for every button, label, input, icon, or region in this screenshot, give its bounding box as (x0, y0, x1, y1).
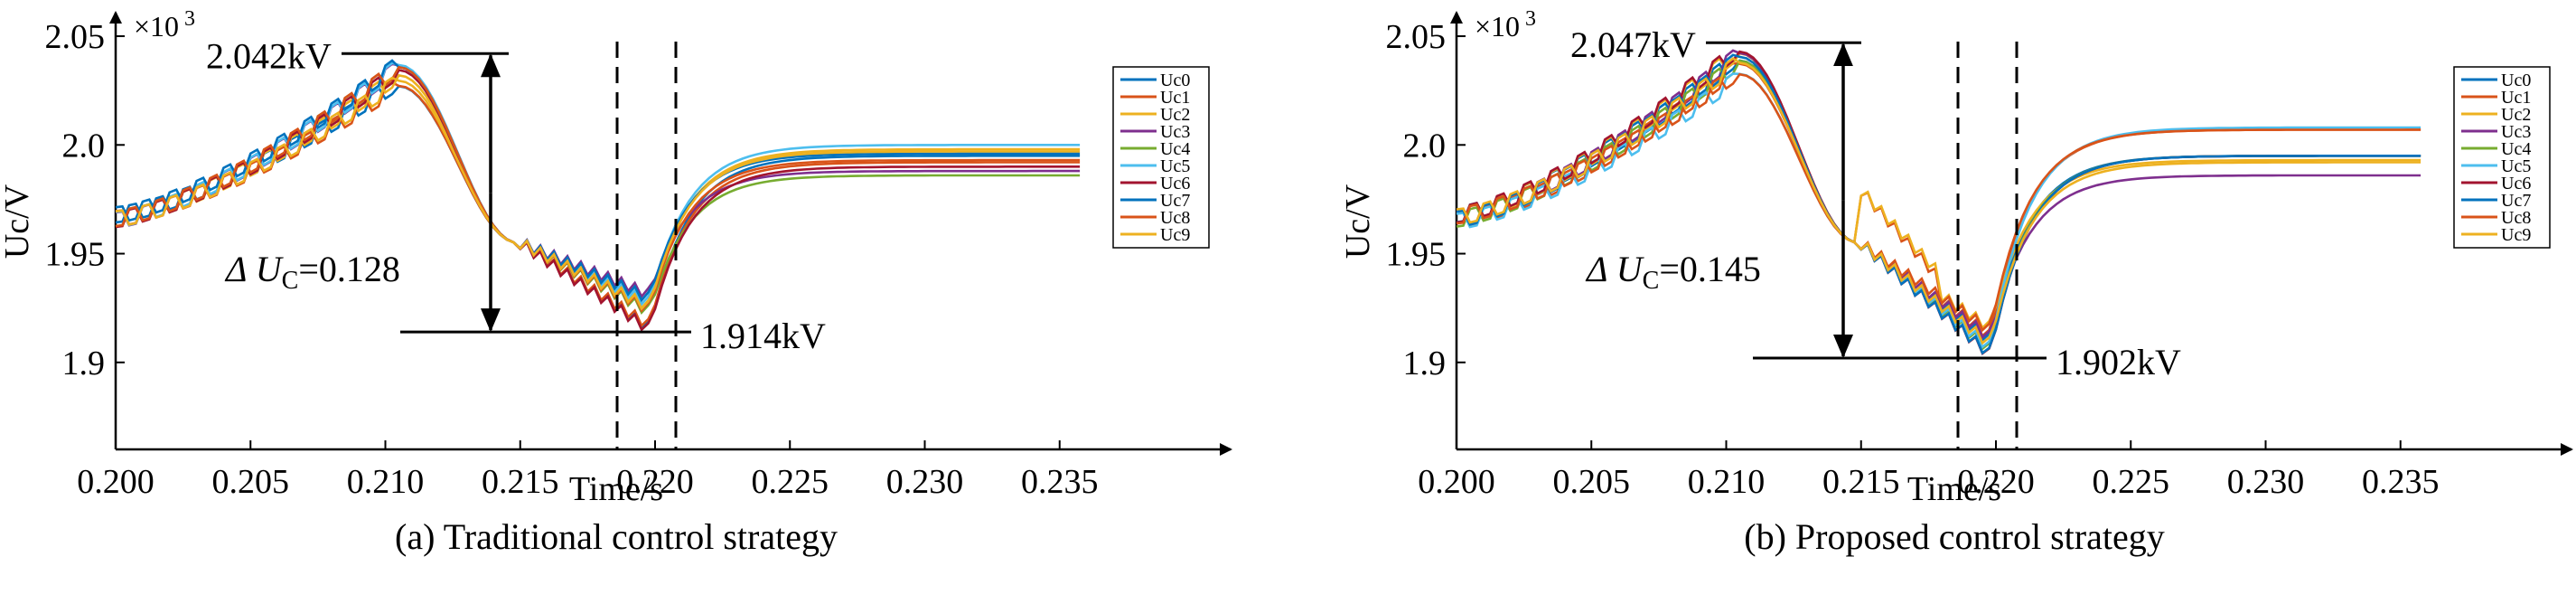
delta-subscript: C (282, 267, 299, 295)
y-axis-label: Uc/V (0, 184, 36, 259)
y-exponent-power: 3 (1525, 7, 1536, 31)
panel-caption: (b) Proposed control strategy (1744, 516, 2164, 557)
legend-entry-label: Uc8 (1160, 208, 1190, 228)
y-tick-label: 2.0 (1403, 127, 1447, 165)
trough-annotation: 1.902kV (2056, 342, 2181, 382)
y-exponent-label: ×10 (1475, 10, 1520, 42)
series-line-uc8 (1456, 72, 2421, 333)
series-line-uc7 (1456, 53, 2421, 355)
x-tick-label: 0.225 (2093, 463, 2170, 501)
y-tick-label: 2.05 (45, 18, 106, 56)
legend-entry-label: Uc2 (2501, 105, 2531, 125)
delta-symbol: Δ U (224, 249, 285, 289)
panel-caption: (a) Traditional control strategy (395, 516, 838, 557)
legend-entry-label: Uc3 (2501, 122, 2531, 142)
y-exponent-label: ×10 (134, 10, 179, 42)
x-tick-label: 0.215 (482, 463, 559, 501)
delta-value: =0.145 (1659, 249, 1761, 289)
peak-annotation: 2.047kV (1570, 24, 1696, 65)
x-tick-label: 0.215 (1822, 463, 1900, 501)
delta-annotation: Δ UC=0.145 (1585, 249, 1761, 295)
chart-panel-b: 0.200 0.205 0.210 0.215 0.220 0.225 0.230 0.235… (1339, 7, 2573, 557)
x-tick-label: 0.220 (616, 463, 694, 501)
y-tick-label: 1.95 (1386, 236, 1447, 274)
legend-entry-label: Uc2 (1160, 105, 1190, 125)
x-tick-label: 0.200 (77, 463, 155, 501)
y-exponent-power: 3 (184, 7, 195, 31)
x-axis-label: Time/s (569, 470, 663, 508)
y-tick-label: 1.9 (1403, 344, 1447, 382)
y-tick-label: 1.9 (62, 344, 106, 382)
delta-subscript: C (1643, 267, 1660, 295)
x-tick-label: 0.230 (2227, 463, 2305, 501)
legend-entry-label: Uc9 (2501, 225, 2531, 245)
peak-annotation: 2.042kV (206, 35, 332, 76)
legend-entry-label: Uc5 (1160, 156, 1190, 176)
legend-entry-label: Uc3 (1160, 122, 1190, 142)
series-line-uc9 (1456, 57, 2421, 345)
y-tick-label: 2.05 (1386, 18, 1447, 56)
x-tick-label: 0.210 (347, 463, 425, 501)
x-tick-label: 0.210 (1688, 463, 1766, 501)
x-axis-label: Time/s (1907, 470, 2001, 508)
legend-entry-label: Uc8 (2501, 208, 2531, 228)
delta-symbol: Δ U (1585, 249, 1645, 289)
y-tick-label: 1.95 (45, 236, 106, 274)
legend-entry-label: Uc5 (2501, 156, 2531, 176)
delta-annotation: Δ UC=0.128 (224, 249, 400, 295)
legend-entry-label: Uc6 (2501, 174, 2531, 193)
legend-entry-label: Uc7 (2501, 191, 2531, 211)
legend-entry-label: Uc9 (1160, 225, 1190, 245)
x-tick-label: 0.200 (1418, 463, 1495, 501)
delta-value: =0.128 (298, 249, 400, 289)
legend-entry-label: Uc7 (1160, 191, 1190, 211)
x-tick-label: 0.230 (886, 463, 964, 501)
x-tick-label: 0.225 (752, 463, 829, 501)
x-tick-label: 0.205 (1553, 463, 1631, 501)
x-tick-label: 0.235 (2362, 463, 2440, 501)
legend-entry-label: Uc1 (1160, 88, 1190, 108)
y-tick-label: 2.0 (62, 127, 106, 165)
x-tick-label: 0.220 (1957, 463, 2035, 501)
legend-entry-label: Uc6 (1160, 174, 1190, 193)
x-tick-label: 0.235 (1021, 463, 1099, 501)
series-line-uc7 (115, 59, 1081, 303)
series-line-uc9 (115, 76, 1081, 311)
legend-entry-label: Uc0 (2501, 71, 2531, 90)
legend-entry-label: Uc4 (2501, 139, 2531, 159)
trough-annotation: 1.914kV (700, 316, 826, 356)
legend-entry-label: Uc0 (1160, 71, 1190, 90)
x-tick-label: 0.205 (212, 463, 290, 501)
legend-entry-label: Uc4 (1160, 139, 1190, 159)
chart-panel-a: 0.200 0.205 0.210 0.215 0.220 0.225 0.230 0.235… (0, 7, 1232, 557)
legend-entry-label: Uc1 (2501, 88, 2531, 108)
y-axis-label: Uc/V (1339, 184, 1377, 259)
